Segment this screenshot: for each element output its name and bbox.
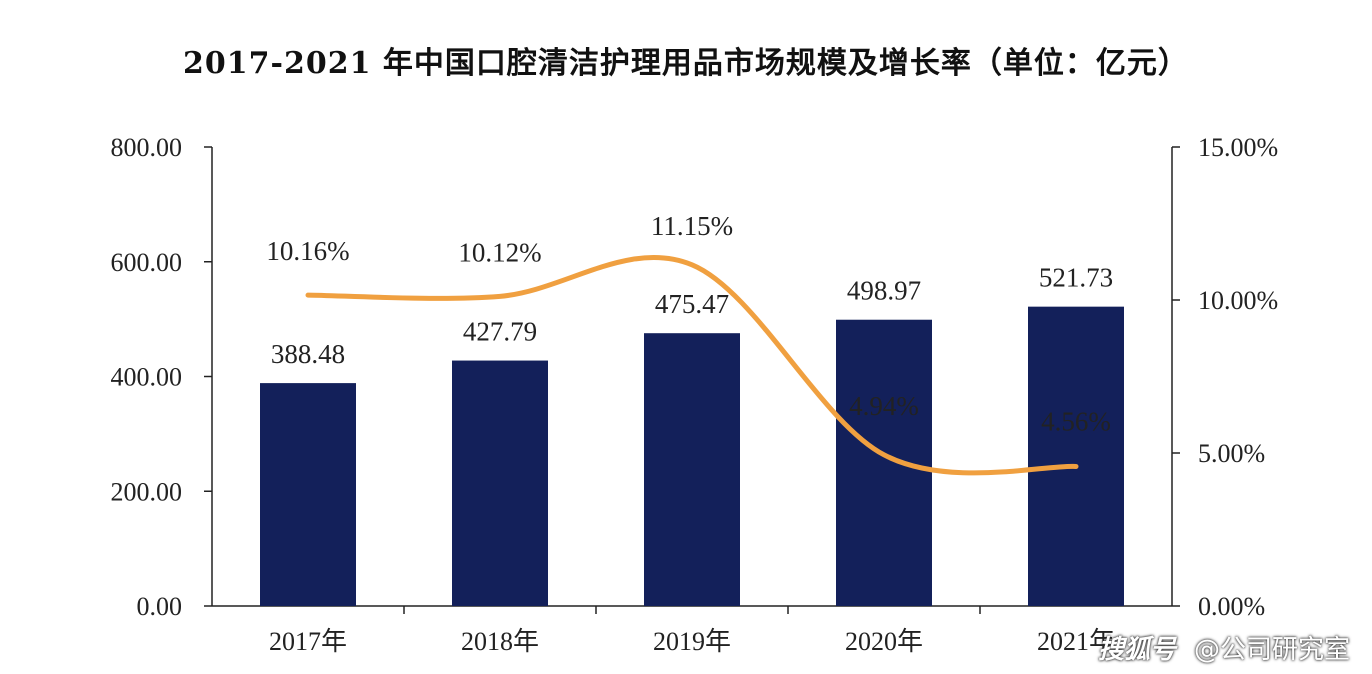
- x-tick-label: 2021年: [1037, 627, 1115, 656]
- bar: [1028, 306, 1124, 606]
- x-tick-label: 2019年: [653, 627, 731, 656]
- x-tick-label: 2017年: [269, 627, 347, 656]
- bar: [452, 360, 548, 606]
- y-right-tick-label: 15.00%: [1198, 133, 1278, 162]
- y-right-tick-label: 5.00%: [1198, 439, 1265, 468]
- growth-rate-label: 4.94%: [849, 391, 919, 421]
- growth-rate-label: 4.56%: [1041, 406, 1111, 436]
- y-right-tick-label: 10.00%: [1198, 286, 1278, 315]
- growth-rate-label: 10.12%: [458, 237, 541, 267]
- y-left-tick-label: 0.00: [137, 592, 183, 621]
- y-left-tick-label: 400.00: [111, 363, 183, 392]
- growth-rate-label: 11.15%: [651, 211, 733, 241]
- bar-value-label: 427.79: [463, 317, 537, 347]
- x-tick-label: 2018年: [461, 627, 539, 656]
- bar: [260, 383, 356, 606]
- bar-value-label: 388.48: [271, 339, 345, 369]
- bar: [644, 333, 740, 606]
- bar: [836, 319, 932, 606]
- bar-value-label: 521.73: [1039, 263, 1113, 293]
- watermark-logo: 搜狐号: [1097, 635, 1176, 665]
- bar-value-label: 475.47: [655, 289, 729, 319]
- y-right-tick-label: 0.00%: [1198, 592, 1265, 621]
- x-tick-label: 2020年: [845, 627, 923, 656]
- y-left-tick-label: 600.00: [111, 248, 183, 277]
- growth-rate-line: [305, 254, 1079, 476]
- growth-rate-label: 10.16%: [266, 236, 349, 266]
- chart-title: 2017-2021 年中国口腔清洁护理用品市场规模及增长率（单位：亿元）: [183, 46, 1189, 81]
- y-left-tick-label: 200.00: [111, 477, 183, 506]
- watermark-handle: @公司研究室: [1193, 635, 1350, 665]
- watermark: 搜狐号 @公司研究室: [1098, 629, 1350, 666]
- bar-value-label: 498.97: [847, 276, 921, 306]
- y-left-tick-label: 800.00: [111, 133, 183, 162]
